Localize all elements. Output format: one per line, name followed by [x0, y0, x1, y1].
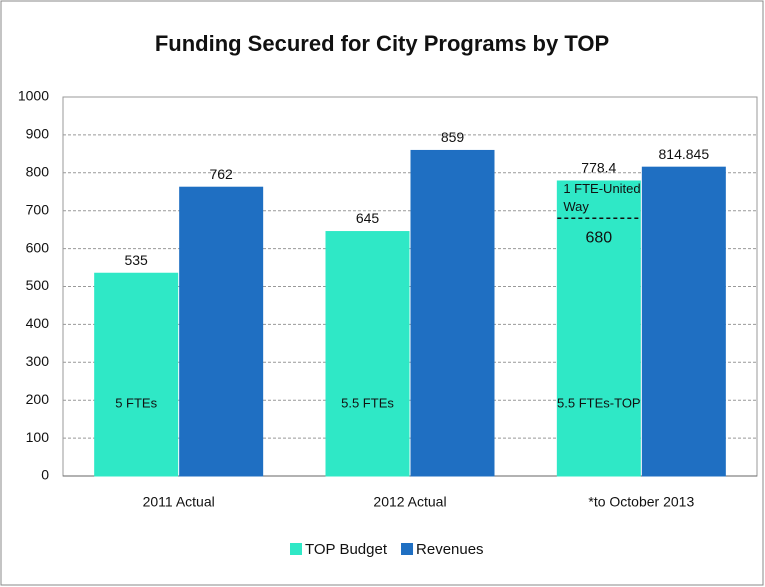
chart-title: Funding Secured for City Programs by TOP: [155, 31, 609, 56]
value-label: 762: [209, 166, 233, 182]
y-tick-label: 1000: [18, 88, 49, 104]
value-label: 859: [441, 129, 465, 145]
x-tick-label: *to October 2013: [588, 494, 694, 510]
value-label: 778.4: [581, 160, 616, 176]
split-label-line: Way: [563, 199, 589, 214]
bar-inner-label: 5.5 FTEs-TOP: [557, 396, 641, 411]
bar: [641, 166, 726, 477]
y-tick-label: 200: [26, 391, 50, 407]
x-tick-label: 2011 Actual: [143, 494, 215, 510]
y-tick-label: 400: [26, 315, 50, 331]
bar-inner-label: 5 FTEs: [115, 396, 157, 411]
bar: [94, 272, 179, 477]
y-tick-label: 700: [26, 201, 50, 217]
value-label: 814.845: [659, 146, 710, 162]
y-tick-label: 900: [26, 126, 50, 142]
split-label-line: 1 FTE-United: [563, 181, 640, 196]
bar: [556, 180, 641, 477]
y-tick-label: 0: [41, 467, 49, 483]
bar: [179, 186, 264, 477]
bar: [410, 149, 495, 477]
split-label: 1 FTE-United Way: [563, 181, 640, 214]
y-tick-label: 600: [26, 239, 50, 255]
y-tick-label: 800: [26, 164, 50, 180]
value-label: 645: [356, 210, 380, 226]
legend-label: TOP Budget: [305, 541, 388, 558]
legend-swatch: [401, 543, 414, 555]
split-value-label: 680: [585, 229, 612, 246]
y-tick-label: 500: [26, 277, 50, 293]
y-tick-label: 300: [26, 353, 50, 369]
x-tick-label: 2012 Actual: [373, 494, 446, 510]
y-tick-label: 100: [26, 429, 50, 445]
legend-label: Revenues: [416, 541, 484, 558]
bar-inner-label: 5.5 FTEs: [341, 396, 394, 411]
bar: [325, 231, 410, 477]
legend-swatch: [290, 543, 302, 555]
value-label: 535: [124, 252, 148, 268]
